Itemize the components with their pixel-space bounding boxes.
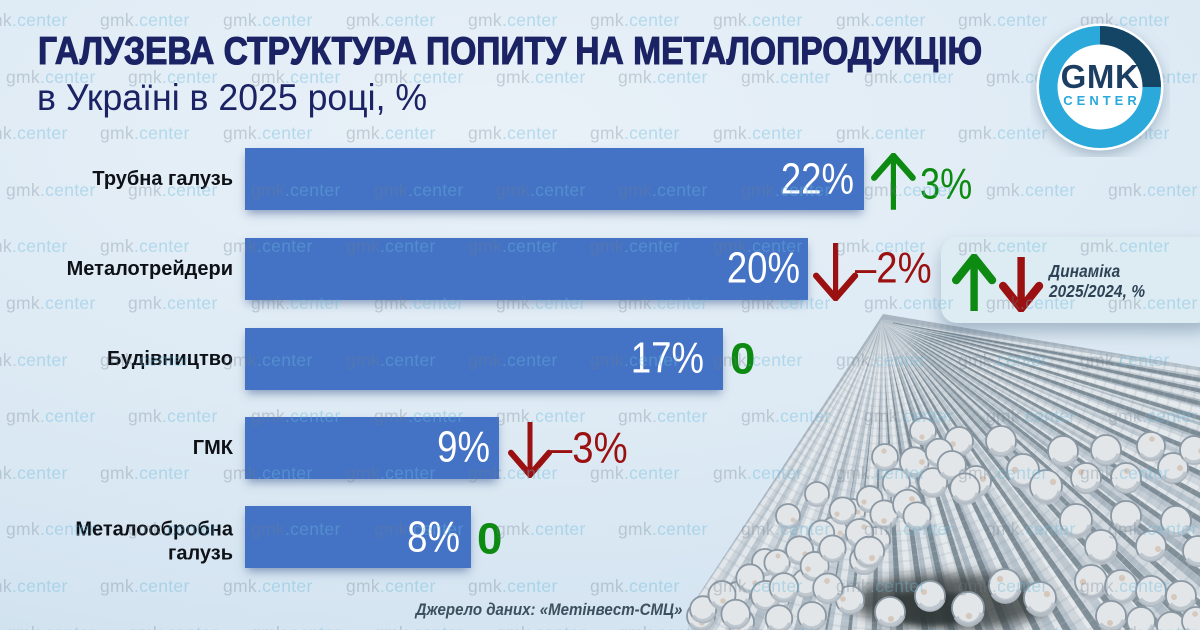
svg-text:GMK: GMK [1061,58,1140,95]
svg-text:CENTER: CENTER [1063,93,1140,108]
